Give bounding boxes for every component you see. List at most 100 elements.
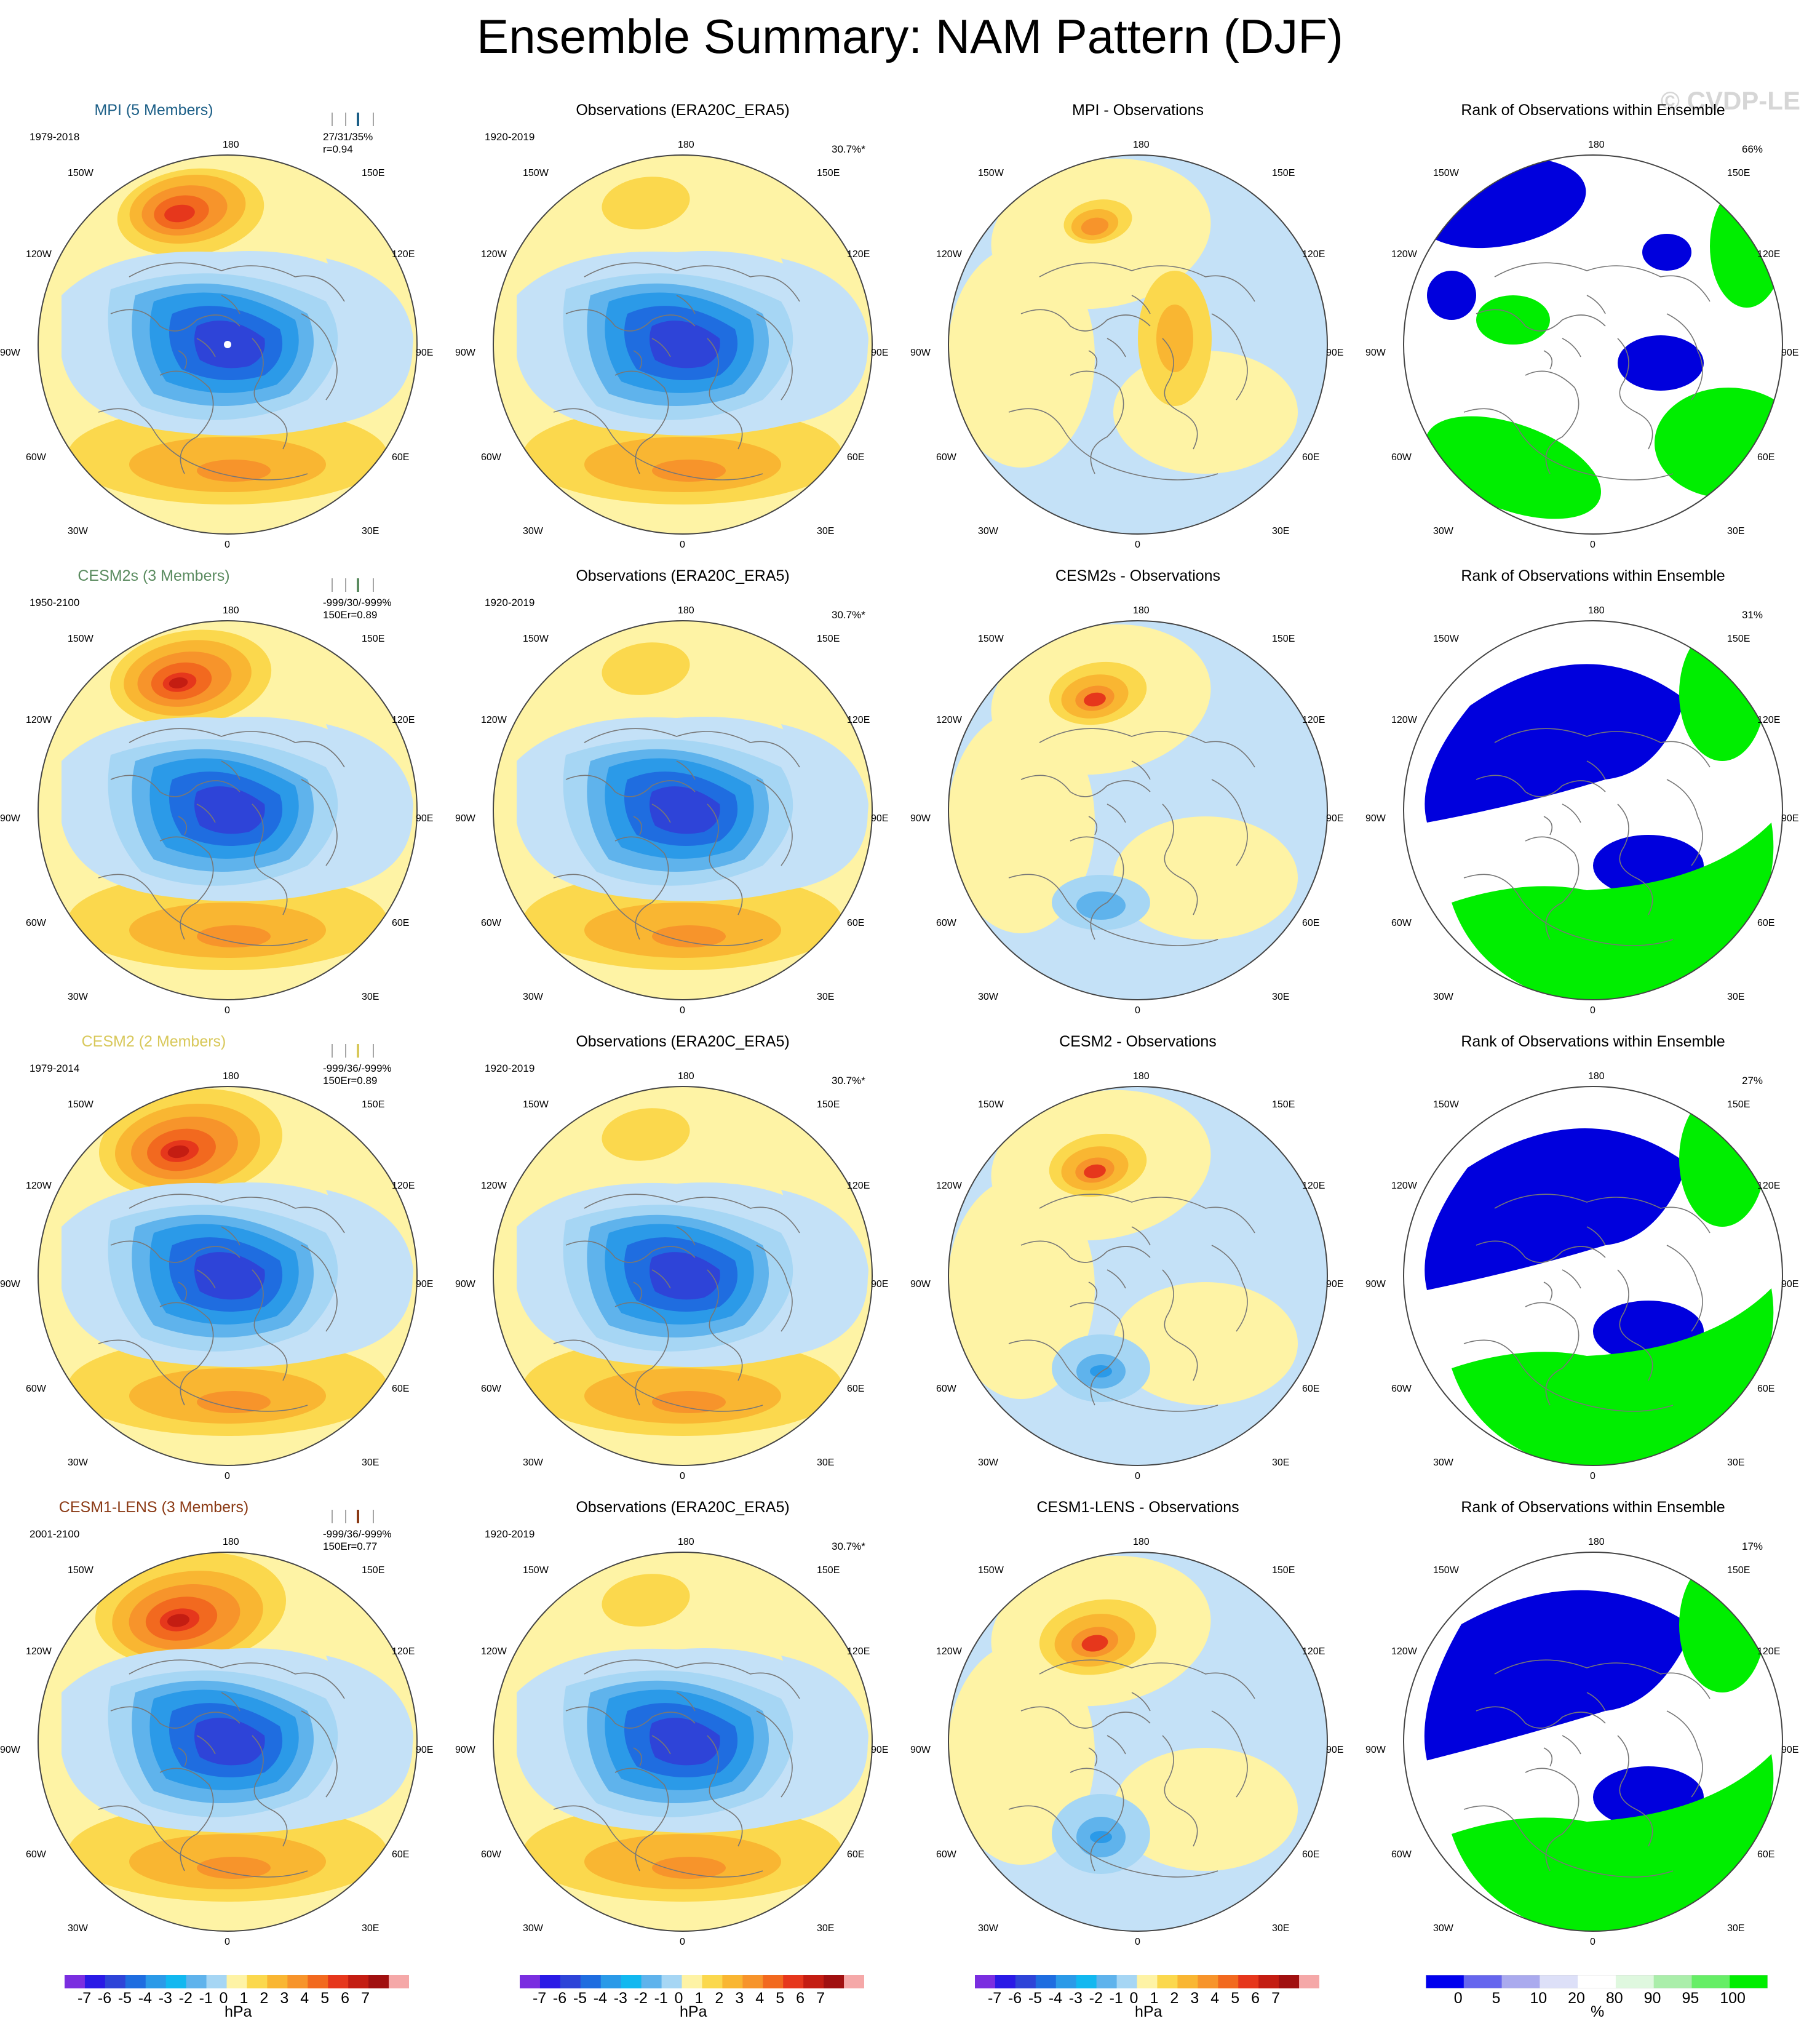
map-border — [1403, 1086, 1783, 1466]
colorbar-segment — [1035, 1975, 1057, 1988]
atlantic-high — [197, 925, 271, 947]
colorbar-tick-label: -4 — [1048, 1990, 1062, 2007]
lon-label-lower-left: 30W — [1433, 526, 1453, 536]
rank-high — [1452, 823, 1774, 1000]
polar-map — [493, 1086, 873, 1466]
colorbar-segment — [580, 1975, 602, 1988]
rank-colorbar — [1426, 1975, 1768, 1988]
colorbar-segment — [1615, 1975, 1655, 1988]
coastline — [1008, 1194, 1255, 1412]
lon-label-upper-right: 150E — [817, 1099, 840, 1110]
lon-label-mid-upper-left: 120W — [481, 249, 507, 260]
lon-label-mid-upper-right: 120E — [1302, 249, 1325, 260]
polar-map — [493, 1552, 873, 1932]
pole-marker — [224, 341, 231, 348]
lon-label-upper-right: 150E — [1272, 1099, 1295, 1110]
lon-label-mid-upper-left: 120W — [26, 1181, 52, 1191]
colorbar-segment — [1015, 1975, 1036, 1988]
colorbar-segment — [145, 1975, 167, 1988]
lon-label-lower-left: 30W — [68, 1923, 88, 1934]
polar-low — [781, 1656, 868, 1785]
map-border — [493, 154, 873, 535]
lon-label-lower-left: 30W — [523, 1457, 543, 1468]
rank-high — [1679, 1557, 1765, 1692]
polar-map — [493, 154, 873, 535]
atlantic-high — [197, 1391, 271, 1413]
lon-label-upper-left: 150W — [68, 634, 93, 644]
colorbar-segment — [1426, 1975, 1464, 1988]
lon-label-mid-upper-left: 120W — [26, 1646, 52, 1657]
lon-label-bottom: 0 — [225, 540, 230, 550]
lon-label-mid-upper-right: 120E — [847, 1646, 870, 1657]
lon-label-bottom: 0 — [1135, 1937, 1140, 1947]
lon-label-mid-lower-right: 60E — [392, 1849, 410, 1860]
lon-label-mid-upper-left: 120W — [1391, 249, 1417, 260]
lon-label-mid-lower-right: 60E — [847, 918, 865, 928]
lon-label-top: 180 — [223, 140, 239, 150]
polar-map — [1403, 154, 1783, 535]
lon-label-top: 180 — [678, 605, 694, 616]
period-label: 1979-2014 — [30, 1062, 80, 1074]
colorbar-tick-label: -5 — [573, 1990, 587, 2007]
panel-model-row-3: CESM2 (2 Members) 1979-2014 -999/36/-999% 1… — [0, 1027, 455, 1492]
lon-label-upper-left: 150W — [1433, 168, 1459, 178]
colorbar-tick-label: 20 — [1568, 1990, 1585, 2007]
panel-obs-row-2: Observations (ERA20C_ERA5) 1920-2019 30.7%… — [455, 561, 910, 1026]
lon-label-mid-lower-right: 60E — [392, 918, 410, 928]
lon-label-mid-upper-left: 120W — [936, 1646, 962, 1657]
map-border — [493, 1086, 873, 1466]
colorbar-segment — [661, 1975, 683, 1988]
colorbar-tick-label: 4 — [300, 1990, 309, 2007]
colorbar-tick-label: 0 — [674, 1990, 683, 2007]
lon-label-mid-lower-left: 60W — [1391, 918, 1412, 928]
lon-label-lower-right: 30E — [362, 992, 379, 1002]
diff-positive — [1084, 1164, 1106, 1179]
correlation-label: 150Er=0.89 — [323, 1075, 378, 1086]
map-border — [38, 1086, 418, 1466]
colorbar-segment — [742, 1975, 763, 1988]
panel-title: CESM2s - Observations — [1055, 567, 1221, 584]
lon-label-bottom: 0 — [1590, 1937, 1595, 1947]
colorbar-tick-label: -2 — [178, 1990, 193, 2007]
lon-label-right: 90E — [871, 1745, 889, 1755]
colorbar-tick-label: 100 — [1720, 1990, 1746, 2007]
colorbar-tick-label: 2 — [715, 1990, 724, 2007]
spread-ticks — [332, 578, 374, 592]
colorbar-tick-label: 6 — [1251, 1990, 1260, 2007]
diff-positive — [1156, 305, 1193, 372]
rank-high — [1476, 295, 1550, 345]
colorbar-unit: hPa — [225, 2003, 252, 2020]
colorbar-tick-label: 3 — [280, 1990, 289, 2007]
lon-label-right: 90E — [871, 813, 889, 824]
colorbar-segment — [84, 1975, 106, 1988]
polar-map — [948, 1552, 1328, 1932]
colorbar-tick-label: -7 — [77, 1990, 92, 2007]
lon-label-lower-left: 30W — [523, 992, 543, 1002]
pacific-high — [602, 1574, 690, 1627]
diff-positive — [1081, 1635, 1108, 1652]
colorbar-tick-label: -3 — [158, 1990, 172, 2007]
lon-label-lower-right: 30E — [1727, 1923, 1745, 1934]
polar-low — [194, 1252, 265, 1300]
diff-positive — [1084, 692, 1106, 707]
rank-high — [1452, 1754, 1774, 1931]
colorbar-segment — [348, 1975, 369, 1988]
lon-label-right: 90E — [416, 348, 434, 358]
colorbar-tick-label: -7 — [987, 1990, 1002, 2007]
atlantic-high — [652, 1857, 726, 1879]
lon-label-mid-upper-right: 120E — [392, 715, 415, 725]
panel-title: CESM2 - Observations — [1059, 1033, 1217, 1050]
colorbar-segment — [995, 1975, 1016, 1988]
lon-label-bottom: 0 — [680, 1937, 685, 1947]
colorbar-tick-label: -2 — [634, 1990, 648, 2007]
panel-model-row-2: CESM2s (3 Members) 1950-2100 -999/30/-999%… — [0, 561, 455, 1026]
colorbar-segment — [1258, 1975, 1279, 1988]
lon-label-mid-lower-right: 60E — [1757, 452, 1775, 463]
polar-low — [781, 258, 868, 388]
panel-title: Rank of Observations within Ensemble — [1461, 567, 1725, 584]
colorbar-tick-label: -1 — [654, 1990, 668, 2007]
lon-label-mid-lower-left: 60W — [481, 1384, 501, 1394]
panel-title: Rank of Observations within Ensemble — [1461, 102, 1725, 119]
atlantic-high — [197, 460, 271, 482]
map-border — [948, 620, 1328, 1000]
